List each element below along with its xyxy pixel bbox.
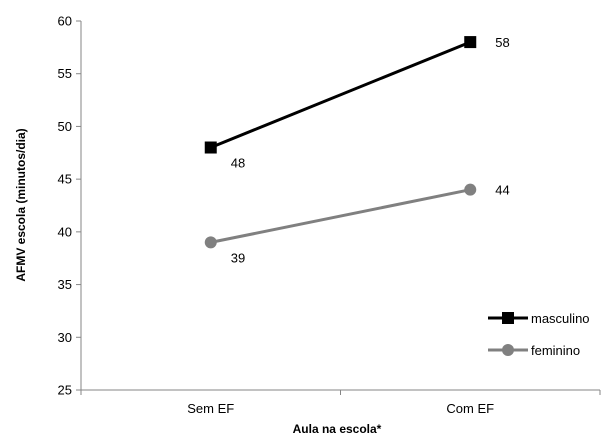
y-axis-title: AFMV escola (minutos/dia): [14, 128, 28, 281]
y-tick-label: 50: [58, 119, 72, 134]
y-tick-label: 35: [58, 277, 72, 292]
data-label: 44: [495, 183, 509, 198]
data-label: 58: [495, 35, 509, 50]
y-tick-label: 25: [58, 383, 72, 398]
series-line: [210, 188, 471, 244]
x-tick-label: Sem EF: [187, 401, 234, 416]
y-tick-label: 60: [58, 14, 72, 29]
series-line: [210, 40, 471, 149]
y-tick-label: 30: [58, 330, 72, 345]
series-masculino: 48 58: [204, 35, 510, 171]
y-tick-label: 55: [58, 66, 72, 81]
x-axis-title: Aula na escola*: [293, 422, 382, 436]
data-point: [204, 236, 217, 249]
legend-label: masculino: [531, 311, 590, 326]
x-axis: Sem EF Com EF: [80, 389, 601, 416]
x-tick-label: Com EF: [446, 401, 494, 416]
legend: masculino feminino: [488, 311, 590, 358]
y-tick-label: 40: [58, 224, 72, 239]
legend-label: feminino: [531, 343, 580, 358]
series-layer: 48 58 39 44: [204, 35, 510, 265]
data-label: 39: [231, 250, 245, 265]
legend-marker: [502, 344, 514, 356]
legend-marker: [502, 312, 514, 324]
data-label: 48: [231, 156, 245, 171]
data-point: [464, 36, 477, 49]
y-tick-label: 45: [58, 172, 72, 187]
legend-item-feminino: feminino: [488, 343, 580, 358]
data-point: [204, 141, 217, 154]
series-feminino: 39 44: [204, 183, 510, 265]
legend-item-masculino: masculino: [488, 311, 590, 326]
y-axis: 25 30 35 40 45 50 55 60: [58, 14, 82, 398]
data-point: [464, 183, 477, 196]
